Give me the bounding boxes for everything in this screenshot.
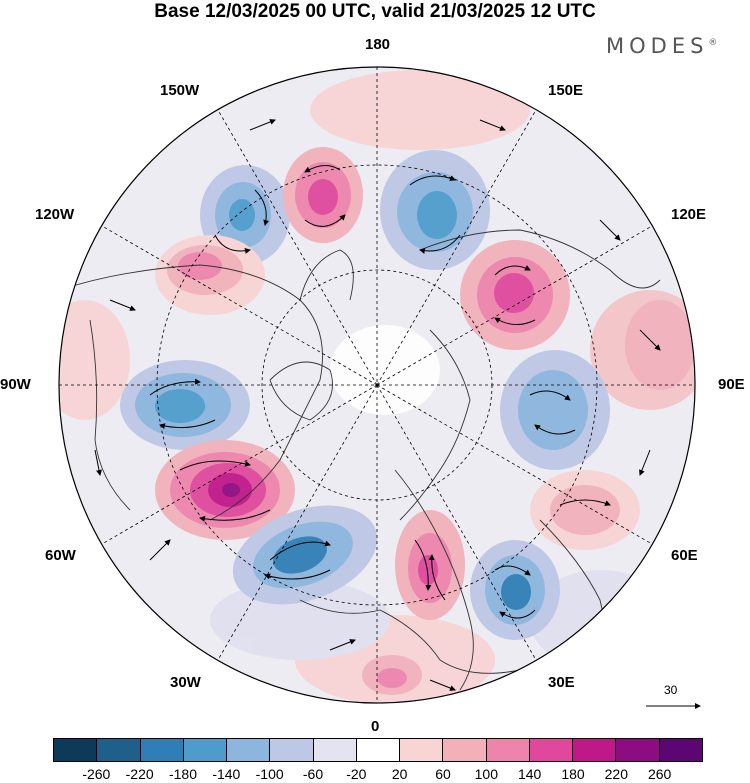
lon-label-180: 180 — [365, 36, 391, 53]
colorbar-segment — [443, 739, 487, 761]
polar-neutral-area — [330, 325, 440, 415]
colorbar-segment — [313, 739, 357, 761]
wind-vectors — [94, 119, 661, 691]
pos-region-west — [59, 300, 130, 420]
high-125w — [155, 235, 265, 315]
high-65w — [155, 440, 295, 540]
low-150w — [200, 165, 290, 265]
lon-label-150e: 150E — [548, 82, 584, 99]
lon-label-30w: 30W — [170, 674, 201, 691]
high-15e — [395, 510, 465, 620]
lon-label-0: 0 — [371, 718, 380, 735]
high-170w — [283, 147, 363, 243]
lon-label-30e: 30E — [548, 674, 575, 691]
neg-region-sw — [210, 580, 390, 660]
colorbar-tick-label: 140 — [517, 766, 542, 782]
colorbar-segment — [573, 739, 617, 761]
reference-vector-label: 30 — [664, 683, 678, 697]
colorbar-segment — [183, 739, 228, 761]
colorbar-segment — [270, 739, 314, 761]
lon-label-60w: 60W — [45, 547, 76, 564]
low-35e — [470, 540, 560, 640]
high-5e — [362, 655, 422, 695]
modes-logo: MODES® — [606, 34, 718, 58]
high-50e — [530, 470, 640, 550]
lon-label-120e: 120E — [671, 206, 707, 223]
colorbar-tick-label: -20 — [346, 766, 367, 782]
pos-region-north — [310, 70, 530, 150]
colorbar-tick-label: -100 — [255, 766, 284, 782]
colorbar-tick-label: 180 — [561, 766, 585, 782]
colorbar-segment — [486, 739, 530, 761]
colorbar-tick-label: 60 — [435, 766, 451, 782]
high-125e — [460, 240, 570, 350]
colorbar-segment — [97, 739, 141, 761]
colorbar-tick-label: -180 — [168, 766, 198, 782]
colorbar-segment — [400, 739, 444, 761]
colorbar-tick-label: -260 — [82, 766, 111, 782]
graticule — [59, 67, 695, 703]
colorbar-tick-label: -140 — [212, 766, 241, 782]
colorbar-tick-label: -220 — [125, 766, 154, 782]
low-75e — [500, 350, 610, 470]
coastlines — [59, 229, 661, 691]
low-40w — [232, 505, 378, 605]
colorbar-tick-label: 100 — [474, 766, 499, 782]
colorbar-segment — [529, 739, 574, 761]
colorbar-segment — [227, 739, 271, 761]
high-100e — [625, 300, 695, 390]
lon-label-120w: 120W — [35, 206, 75, 223]
colorbar-tick-label: 260 — [647, 766, 672, 782]
lon-label-90w: 90W — [0, 376, 31, 393]
colorbar-tick-label: 20 — [391, 766, 408, 782]
colorbar-tick-label: -60 — [302, 766, 324, 782]
colorbar-segment — [356, 739, 401, 761]
colorbar-segment — [54, 739, 98, 761]
low-95w — [120, 360, 250, 450]
lon-label-60e: 60E — [671, 547, 698, 564]
colorbar-tick-label: 220 — [604, 766, 629, 782]
colorbar-segment — [140, 739, 184, 761]
lon-label-90e: 90E — [718, 376, 745, 393]
chart-title: Base 12/03/2025 00 UTC, valid 21/03/2025… — [154, 1, 596, 22]
colorbar-segment — [659, 739, 702, 761]
map-border — [58, 66, 696, 704]
lon-label-150w: 150W — [160, 82, 200, 99]
low-160e — [380, 150, 490, 270]
colorbar-segment — [616, 739, 660, 761]
colorbar — [53, 738, 703, 762]
